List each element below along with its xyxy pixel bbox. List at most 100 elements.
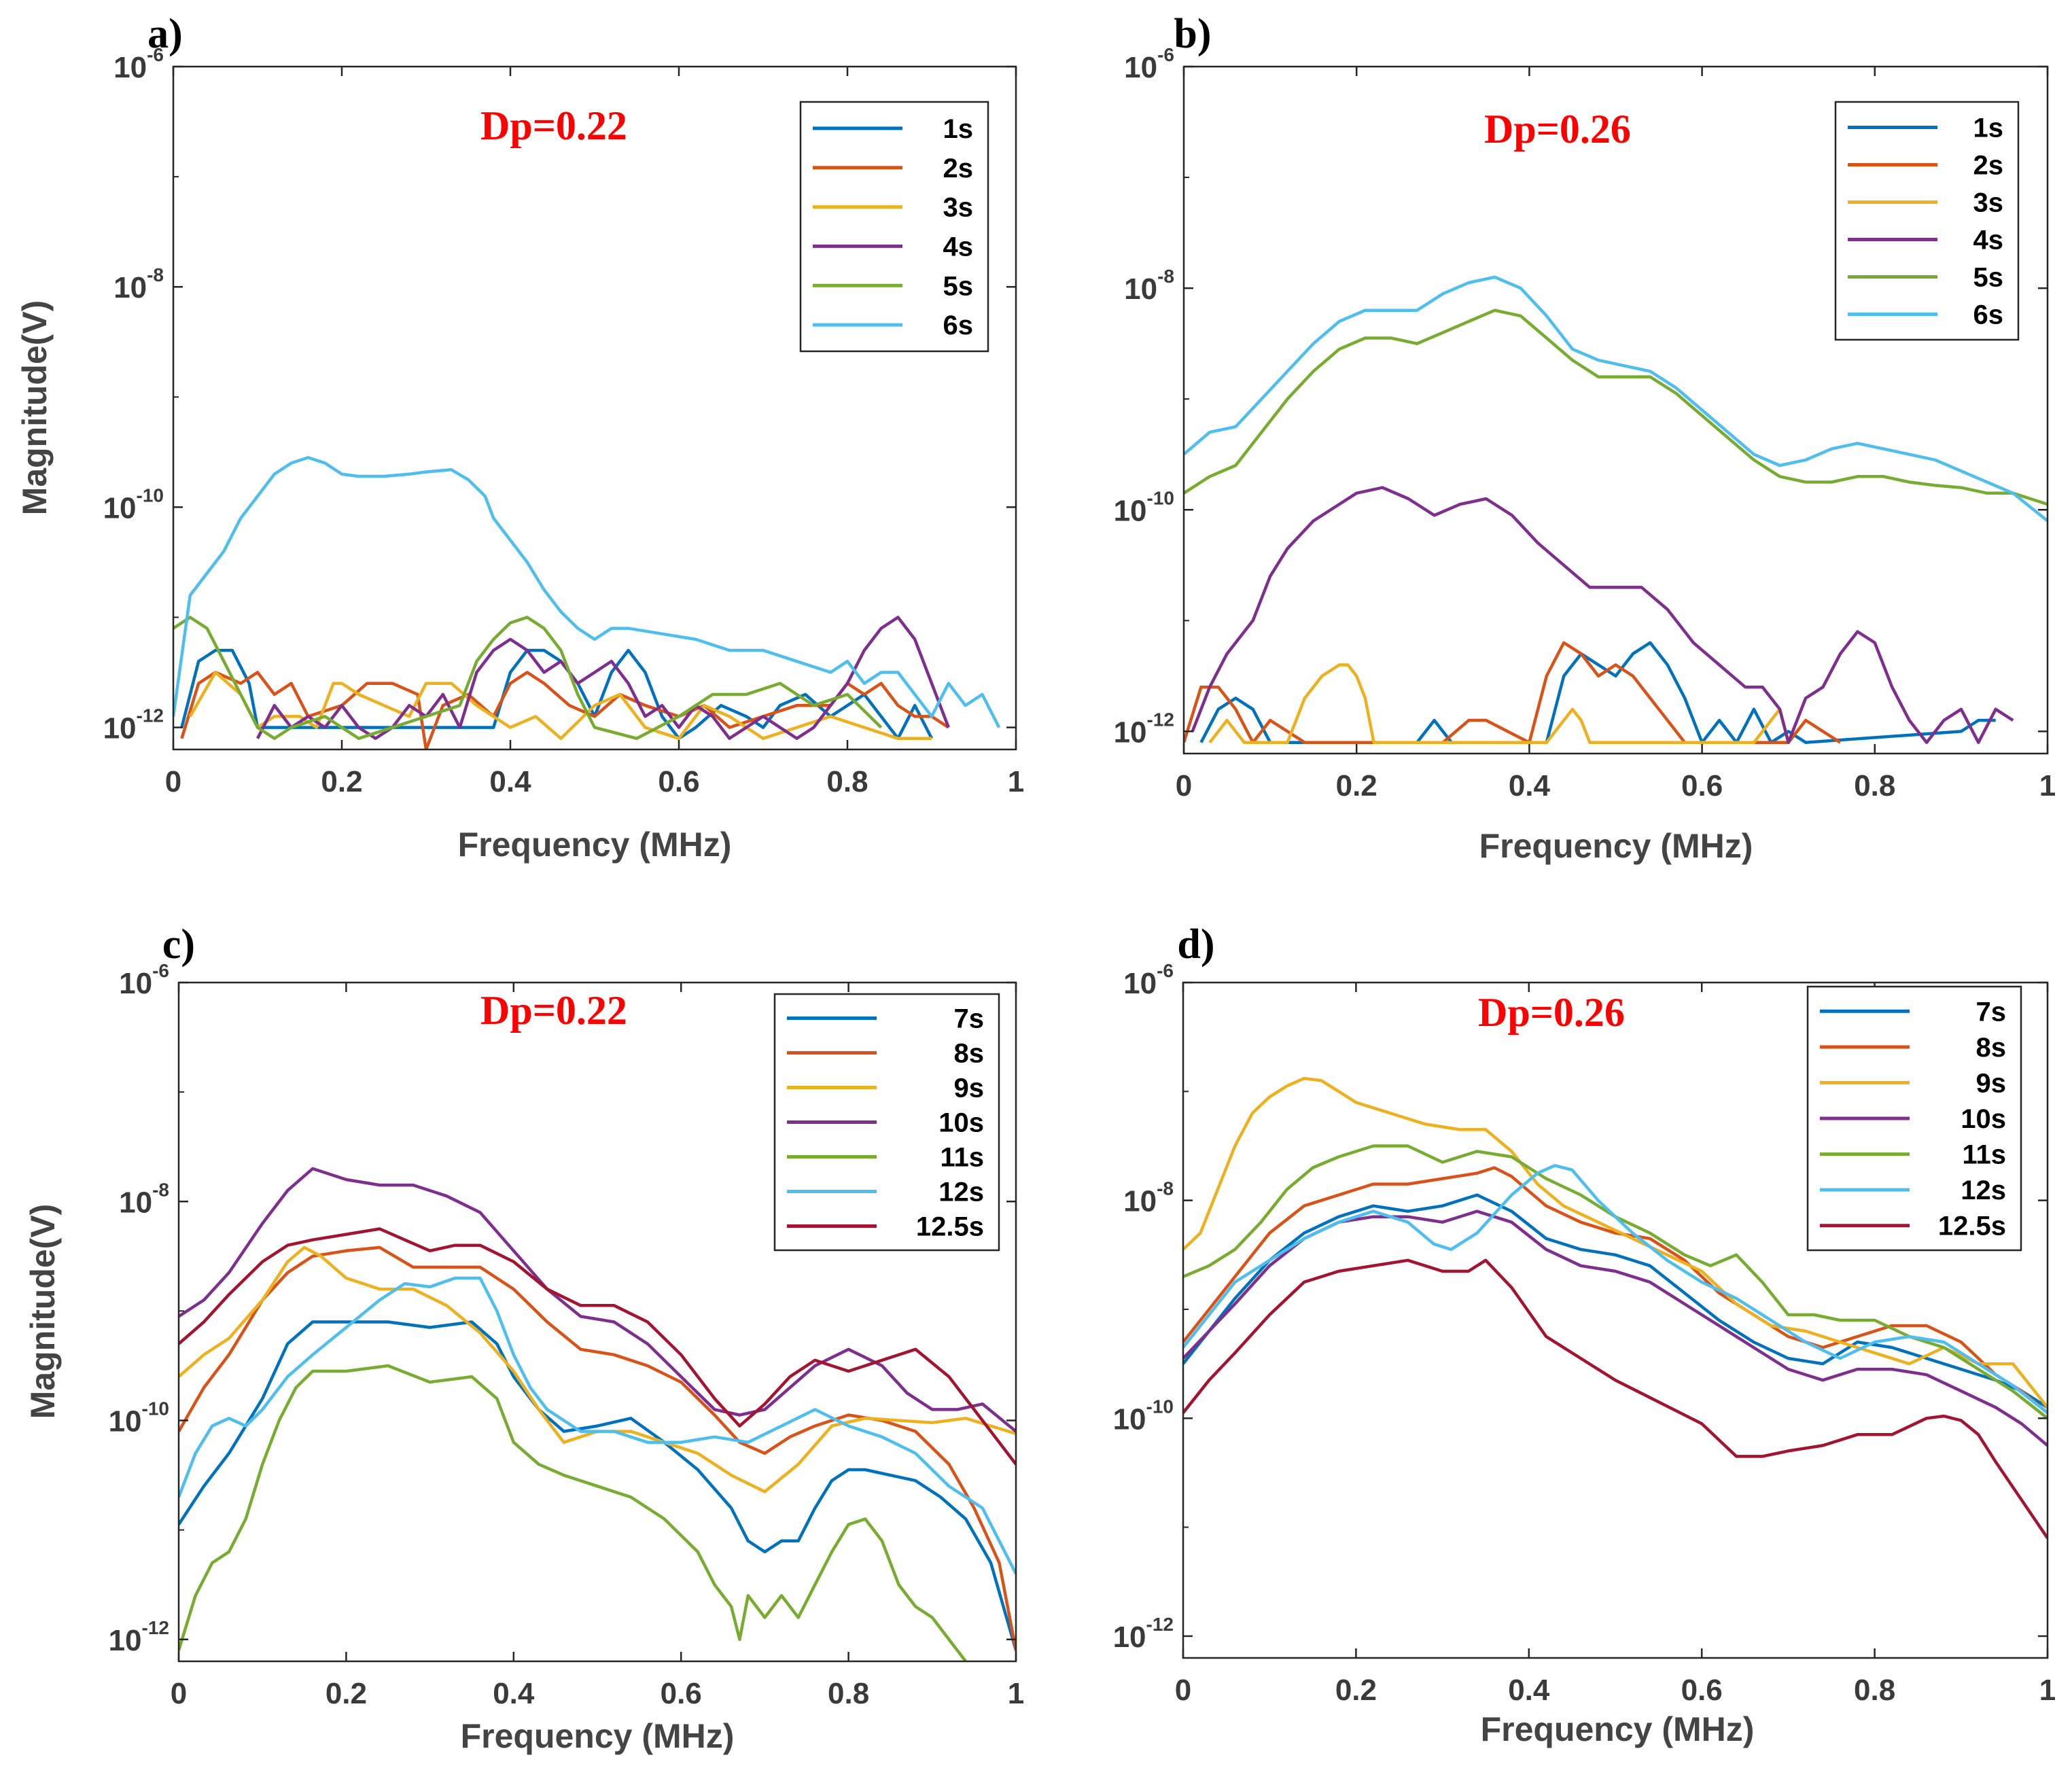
axes-frame [177,981,1017,1663]
x-tick-label: 0.6 [1681,769,1723,802]
y-tick-label: 10-10 [109,1398,169,1438]
series-line-3s [188,671,932,741]
legend-label-9s: 9s [954,1074,985,1103]
x-axis-label: Frequency (MHz) [461,1717,735,1755]
x-axis-label: Frequency (MHz) [458,826,732,864]
x-tick-label: 0.6 [661,1677,702,1710]
series-line-3s [1208,663,1790,744]
x-tick-label: 0.8 [1854,1674,1895,1707]
annotation-dp: Dp=0.22 [480,103,627,148]
x-tick-label: 0.8 [826,765,868,798]
x-tick-label: 1 [1008,765,1024,798]
panel-b: 0 0.2 0.4 0.6 0.8 1 10-12 10-10 10-8 10-6 Frequenc… [1114,11,2056,865]
legend-label-4s: 4s [1973,226,2004,255]
series-line-12.5s [1183,1258,2048,1539]
y-tick-label: 10-12 [1114,709,1174,749]
series-line-10s [179,1167,1016,1433]
x-tick-label: 0.2 [1336,769,1377,802]
legend-label-1s: 1s [943,114,974,144]
axes-frame [1182,65,2049,755]
y-axis-label: Magnitude(V) [16,300,54,516]
x-axis-label: Frequency (MHz) [1481,1710,1755,1748]
series-line-6s [1184,275,2048,523]
panel-label: d) [1177,921,1214,968]
legend: 1s 2s 3s 4s 5s 6s [799,101,989,353]
series-line-5s [1184,308,2048,506]
legend: 7s 8s 9s 10s 11s 12s 12.5s [1806,985,2022,1252]
legend-label-3s: 3s [943,193,974,223]
y-tick-label: 10-6 [1124,44,1174,84]
x-tick-label: 0.4 [1508,1674,1550,1707]
legend: 7s 8s 9s 10s 11s 12s 12.5s [773,993,1000,1252]
y-tick-label: 10-10 [103,484,164,525]
x-tick-label: 0.4 [489,765,531,798]
x-tick-label: 0 [165,765,181,798]
x-tick-label: 0.2 [326,1677,367,1710]
panel-a: 0 0.2 0.4 0.6 0.8 1 10-12 10-10 10-8 10-6 Frequenc… [16,11,1024,864]
annotation-dp: Dp=0.22 [480,988,627,1033]
annotation-dp: Dp=0.26 [1478,990,1625,1035]
legend-label-12.5s: 12.5s [916,1212,984,1242]
legend-label-5s: 5s [943,271,974,301]
series-line-12.5s [179,1227,1016,1466]
x-tick-label: 0.4 [493,1677,535,1710]
legend-box [1834,101,2020,341]
legend-label-10s: 10s [938,1108,984,1138]
y-axis-label: Magnitude(V) [24,1204,62,1419]
y-tick-label: 10-8 [119,1179,169,1219]
legend-label-8s: 8s [1976,1033,2007,1063]
y-tick-label: 10-6 [119,960,169,1000]
y-tick-label: 10-12 [103,705,164,745]
annotation-dp: Dp=0.26 [1484,107,1631,152]
legend-label-6s: 6s [943,311,974,340]
x-axis-label: Frequency (MHz) [1479,827,1753,865]
series-line-4s [1191,486,2014,744]
series-line-12s [179,1276,1016,1575]
x-tick-label: 1 [1008,1677,1024,1710]
y-tick-label: 10-8 [1124,266,1174,306]
legend-label-1s: 1s [1973,113,2004,143]
panel-d: 0 0.2 0.4 0.6 0.8 1 10-12 10-10 10-8 10-6 Frequenc… [1113,921,2056,1748]
x-tick-label: 0 [1176,769,1192,802]
panel-c: 0 0.2 0.4 0.6 0.8 1 10-12 10-10 10-8 10-6 Frequenc… [24,921,1024,1755]
series-line-8s [179,1245,1016,1651]
legend-label-12s: 12s [1961,1175,2006,1205]
legend-label-9s: 9s [1976,1068,2007,1098]
x-tick-label: 0 [171,1677,187,1710]
legend-label-6s: 6s [1973,300,2004,330]
y-tick-label: 10-12 [109,1617,169,1657]
panel-label: b) [1174,11,1211,57]
x-tick-label: 0 [1175,1674,1191,1707]
x-tick-label: 0.6 [1681,1674,1723,1707]
legend-label-5s: 5s [1973,263,2004,293]
series-line-8s [1183,1166,2048,1415]
axes-frame [1182,981,2049,1659]
y-tick-label: 10-10 [1114,487,1174,527]
y-tick-label: 10-8 [113,264,164,304]
legend-label-11s: 11s [940,1143,984,1173]
legend-label-12.5s: 12.5s [1938,1212,2006,1241]
x-tick-label: 0.4 [1509,769,1551,802]
legend-label-3s: 3s [1973,188,2004,218]
series-line-4s [256,616,950,741]
axes-frame [172,65,1017,751]
x-tick-label: 0.8 [1854,769,1895,802]
legend-label-4s: 4s [943,232,974,262]
legend-label-7s: 7s [954,1004,985,1034]
series-line-9s [1183,1076,2048,1409]
legend-label-2s: 2s [943,154,974,183]
y-tick-label: 10-10 [1113,1396,1174,1436]
x-tick-label: 0.6 [658,765,699,798]
y-tick-label: 10-8 [1123,1178,1174,1218]
panel-label: c) [162,921,195,968]
panel-label: a) [147,11,183,57]
series-line-11s [179,1364,967,1661]
series-line-5s [173,616,883,741]
series-line-12s [1183,1164,2048,1415]
y-tick-label: 10-6 [113,44,164,84]
series-line-6s [173,456,1001,728]
legend-label-10s: 10s [1961,1104,2006,1134]
legend-label-8s: 8s [954,1039,985,1069]
legend-label-7s: 7s [1976,997,2007,1027]
